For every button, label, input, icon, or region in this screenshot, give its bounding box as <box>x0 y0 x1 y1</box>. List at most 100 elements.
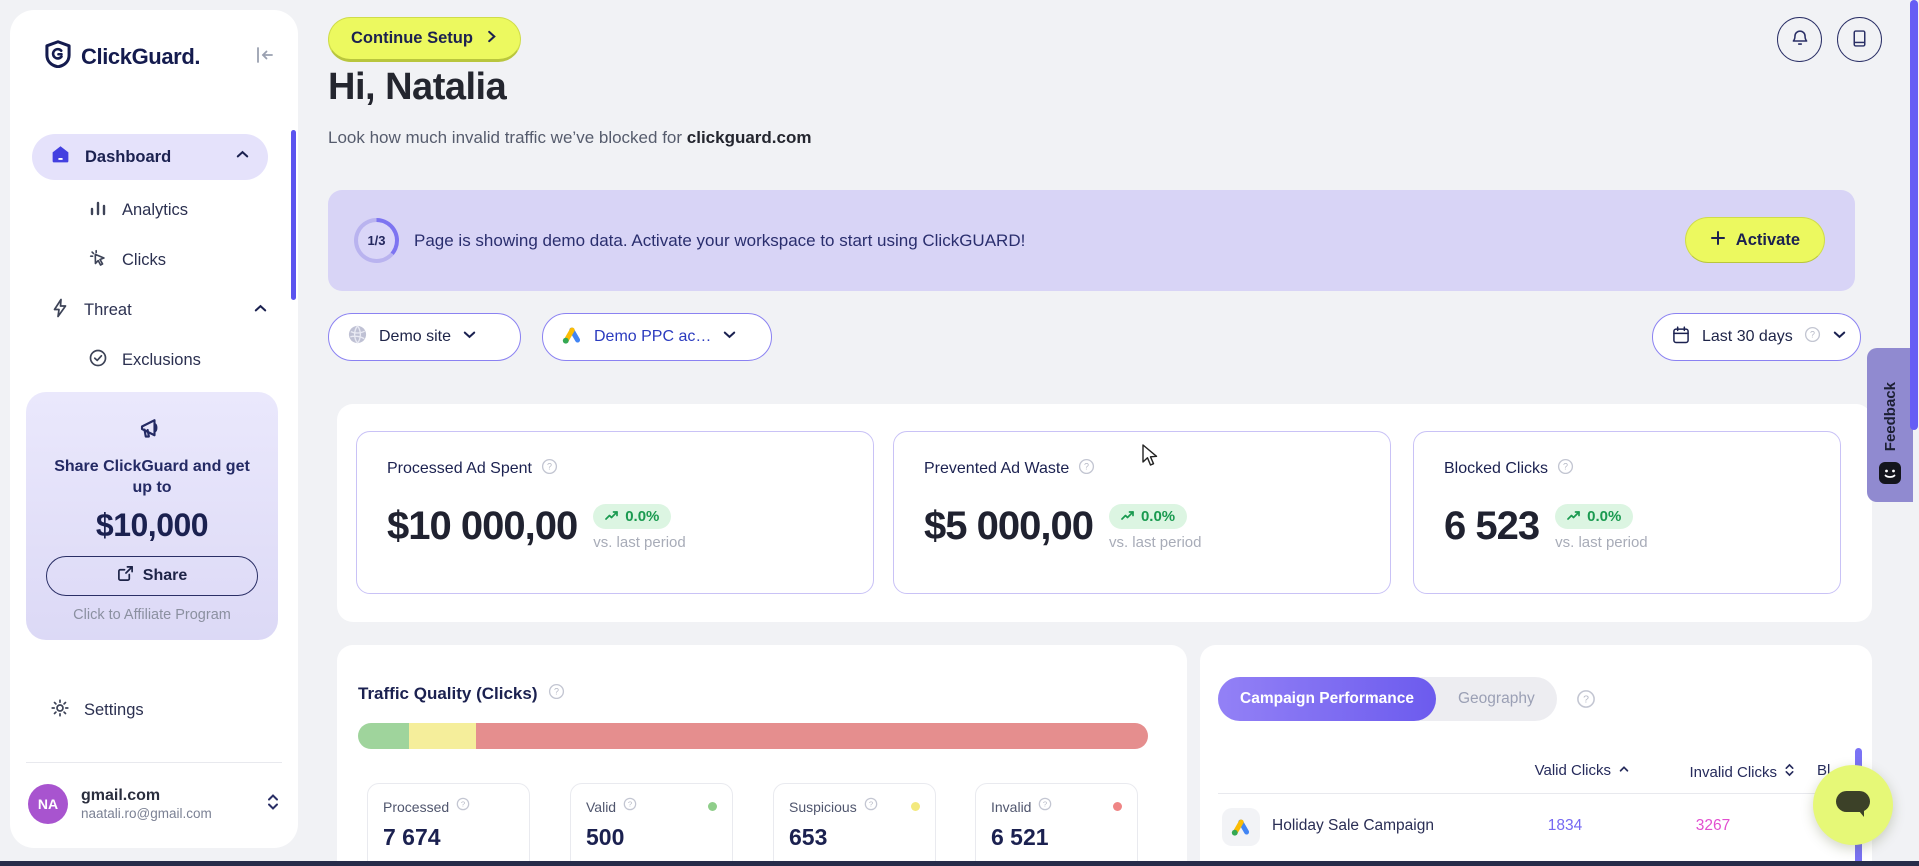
activate-button-label: Activate <box>1735 230 1800 249</box>
demo-data-banner: 1/3 Page is showing demo data. Activate … <box>328 190 1855 291</box>
kpi-delta-note: vs. last period <box>1108 534 1202 551</box>
continue-setup-label: Continue Setup <box>351 29 473 47</box>
workspace-name: gmail.com <box>81 787 161 804</box>
bottom-edge-bar <box>0 861 1919 866</box>
help-icon[interactable]: ? <box>1576 689 1596 714</box>
chevron-right-icon <box>485 29 498 48</box>
table-divider <box>1218 793 1858 794</box>
promo-amount: $10,000 <box>95 506 209 543</box>
chat-launcher-button[interactable] <box>1813 765 1893 845</box>
help-icon[interactable]: ? <box>1078 458 1095 480</box>
help-icon[interactable]: ? <box>1804 326 1821 348</box>
clickguard-shield-icon <box>44 40 72 73</box>
date-range-selector[interactable]: Last 30 days ? <box>1652 313 1861 361</box>
column-header-invalid-clicks[interactable]: Invalid Clicks <box>1645 762 1795 782</box>
help-icon[interactable]: ? <box>864 797 878 816</box>
globe-icon <box>347 324 368 350</box>
sidebar-item-label: Clicks <box>122 251 166 269</box>
help-icon[interactable]: ? <box>623 797 637 816</box>
kpi-delta-badge: 0.0% <box>1108 504 1188 529</box>
campaign-invalid-clicks: 3267 <box>1695 817 1731 834</box>
sidebar-item-exclusions[interactable]: Exclusions <box>88 348 201 373</box>
avatar: NA <box>28 784 68 824</box>
kpi-delta-note: vs. last period <box>1555 534 1648 551</box>
notifications-button[interactable] <box>1777 17 1822 62</box>
kpi-label: Processed Ad Spent <box>387 460 532 477</box>
campaign-name[interactable]: Holiday Sale Campaign <box>1272 817 1434 834</box>
sidebar-item-threat[interactable]: Threat <box>50 298 268 323</box>
kpi-delta-badge: 0.0% <box>593 504 672 529</box>
trend-up-icon <box>605 508 619 525</box>
help-icon[interactable]: ? <box>1557 458 1574 480</box>
bell-icon <box>1789 27 1811 52</box>
sort-both-icon <box>1784 762 1795 782</box>
help-icon[interactable]: ? <box>1038 797 1052 816</box>
sidebar-divider <box>26 762 282 763</box>
book-icon <box>1849 28 1870 52</box>
share-button[interactable]: Share <box>46 555 258 596</box>
sidebar-item-settings[interactable]: Settings <box>50 698 144 723</box>
kpi-panel: Processed Ad Spent ? $10 000,00 0.0% vs.… <box>337 404 1872 622</box>
plus-icon <box>1710 230 1726 251</box>
sidebar-item-clicks[interactable]: Clicks <box>88 248 166 273</box>
sidebar-item-label: Exclusions <box>122 351 201 369</box>
bar-segment-invalid <box>476 723 1148 749</box>
column-label: Invalid Clicks <box>1689 763 1777 781</box>
app-logo[interactable]: ClickGuard. <box>44 40 200 73</box>
tab-geography[interactable]: Geography <box>1436 677 1557 721</box>
badge-check-icon <box>88 348 108 373</box>
svg-text:?: ? <box>1583 694 1589 706</box>
chat-bubble-icon <box>1833 788 1873 823</box>
documentation-button[interactable] <box>1837 17 1882 62</box>
chevron-up-icon <box>235 147 250 167</box>
ppc-account-selector[interactable]: Demo PPC ac… <box>542 313 772 361</box>
account-switcher[interactable]: NA gmail.com naatali.ro@gmail.com <box>28 784 280 824</box>
campaign-valid-clicks: 1834 <box>1547 817 1583 834</box>
help-icon[interactable]: ? <box>456 797 470 816</box>
help-icon[interactable]: ? <box>541 458 558 480</box>
affiliate-promo-card[interactable]: Share ClickGuard and get up to $10,000 S… <box>26 392 278 640</box>
svg-text:?: ? <box>869 800 874 809</box>
feedback-tab[interactable]: Feedback <box>1867 348 1913 502</box>
sidebar-item-dashboard[interactable]: Dashboard <box>32 134 268 180</box>
help-icon[interactable]: ? <box>548 683 565 705</box>
feedback-label: Feedback <box>1881 381 1899 451</box>
performance-tabs: Campaign Performance Geography <box>1218 677 1557 721</box>
click-cursor-icon <box>88 248 108 273</box>
stat-value: 500 <box>586 824 625 850</box>
account-email: naatali.ro@gmail.com <box>81 806 212 821</box>
status-dot <box>911 802 920 811</box>
tab-campaign-performance[interactable]: Campaign Performance <box>1218 677 1436 721</box>
google-ads-icon <box>1222 808 1260 846</box>
status-dot <box>708 802 717 811</box>
stat-value: 653 <box>789 824 828 850</box>
share-button-label: Share <box>142 566 188 584</box>
column-header-valid-clicks[interactable]: Valid Clicks <box>1470 762 1630 779</box>
svg-text:?: ? <box>547 462 552 472</box>
chevron-down-icon <box>462 327 477 347</box>
kpi-card-blocked-clicks: Blocked Clicks ? 6 523 0.0% vs. last per… <box>1413 431 1841 594</box>
sidebar-item-analytics[interactable]: Analytics <box>88 198 188 223</box>
stat-label: Invalid <box>991 798 1032 815</box>
status-dot <box>1113 802 1122 811</box>
activate-button[interactable]: Activate <box>1684 217 1825 263</box>
stat-label: Suspicious <box>789 798 857 815</box>
kpi-delta-note: vs. last period <box>593 534 686 551</box>
kpi-value: 6 523 <box>1444 504 1540 548</box>
kpi-value: $5 000,00 <box>924 504 1094 548</box>
traffic-quality-title: Traffic Quality (Clicks) <box>358 684 538 703</box>
sidebar-scrollbar[interactable] <box>291 130 296 300</box>
svg-text:?: ? <box>554 687 559 697</box>
ppc-account-value: Demo PPC ac… <box>594 328 712 345</box>
continue-setup-button[interactable]: Continue Setup <box>328 17 521 62</box>
chevron-down-icon <box>722 327 737 347</box>
kpi-label: Blocked Clicks <box>1444 460 1549 477</box>
sidebar-collapse-icon[interactable] <box>254 44 278 68</box>
svg-text:?: ? <box>1563 462 1568 472</box>
home-icon <box>50 144 71 170</box>
site-selector[interactable]: Demo site <box>328 313 521 361</box>
kpi-card-processed-ad-spent: Processed Ad Spent ? $10 000,00 0.0% vs.… <box>356 431 874 594</box>
svg-text:?: ? <box>1084 462 1089 472</box>
stat-value: 7 674 <box>383 824 441 850</box>
page-scrollbar[interactable] <box>1910 0 1918 430</box>
